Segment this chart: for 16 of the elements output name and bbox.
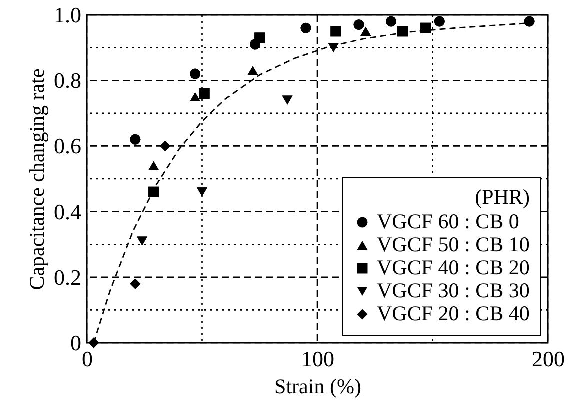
y-tick-label: 0 [70,330,82,356]
y-tick-label: 0.4 [54,199,82,224]
y-tick-label: 0.2 [54,264,82,290]
x-axis-title: Strain (%) [274,374,362,398]
legend-label: VGCF 20 : CB 40 [377,302,530,326]
y-tick-label: 0.8 [54,68,82,94]
legend-label: VGCF 30 : CB 30 [377,278,530,302]
x-tick-label: 100 [302,346,334,372]
y-axis-title: Capacitance changing rate [25,68,49,290]
legend-label: VGCF 50 : CB 10 [377,232,530,256]
y-tick-label: 0.6 [54,134,82,159]
legend-title: (PHR) [475,185,530,209]
legend-label: VGCF 40 : CB 20 [377,256,530,280]
x-tick-label: 200 [532,346,565,372]
y-tick-label: 1.0 [54,2,82,28]
legend-label: VGCF 60 : CB 0 [377,210,520,234]
